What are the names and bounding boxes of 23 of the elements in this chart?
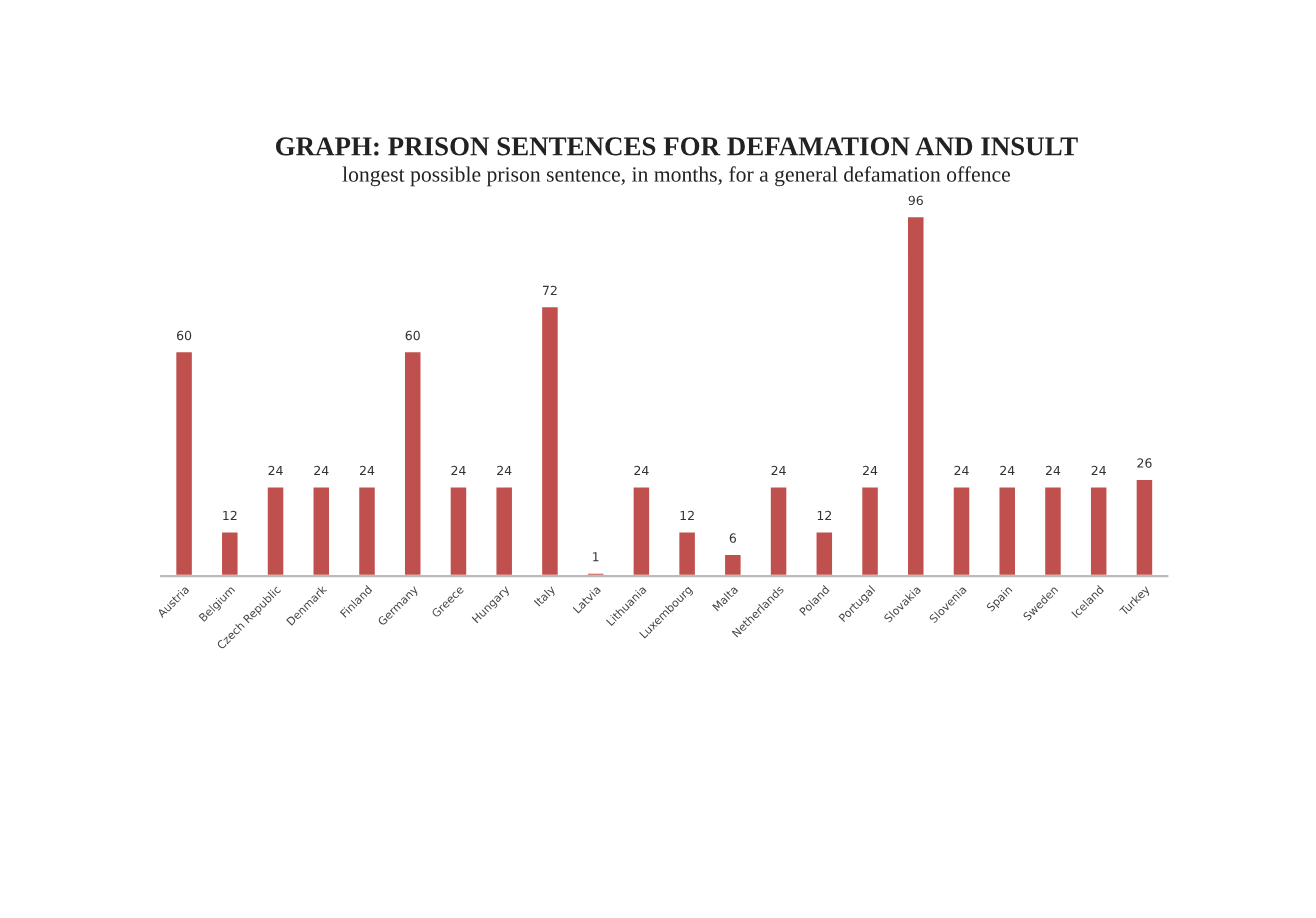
bar	[722, 552, 744, 577]
bar	[265, 484, 287, 577]
bar	[1088, 484, 1110, 577]
bar	[493, 484, 515, 577]
bar	[173, 349, 195, 577]
bar	[768, 484, 790, 577]
bar	[630, 484, 652, 577]
bar	[356, 484, 378, 577]
bar	[950, 484, 973, 577]
bar	[219, 529, 241, 577]
bar	[905, 214, 927, 577]
bar	[813, 529, 835, 577]
bar	[1042, 484, 1064, 577]
bar	[539, 304, 561, 577]
bar	[447, 484, 469, 577]
bar	[310, 484, 332, 577]
bar	[1133, 477, 1155, 577]
chart-subtitle: longest possible prison sentence, in months, for a general defamation offence	[342, 166, 1010, 187]
bar	[676, 529, 698, 577]
chart-title: GRAPH: PRISON SENTENCES FOR DEFAMATION AND INSULT	[275, 137, 1078, 156]
bar	[859, 484, 881, 577]
bar	[996, 484, 1018, 577]
bar	[402, 349, 424, 577]
